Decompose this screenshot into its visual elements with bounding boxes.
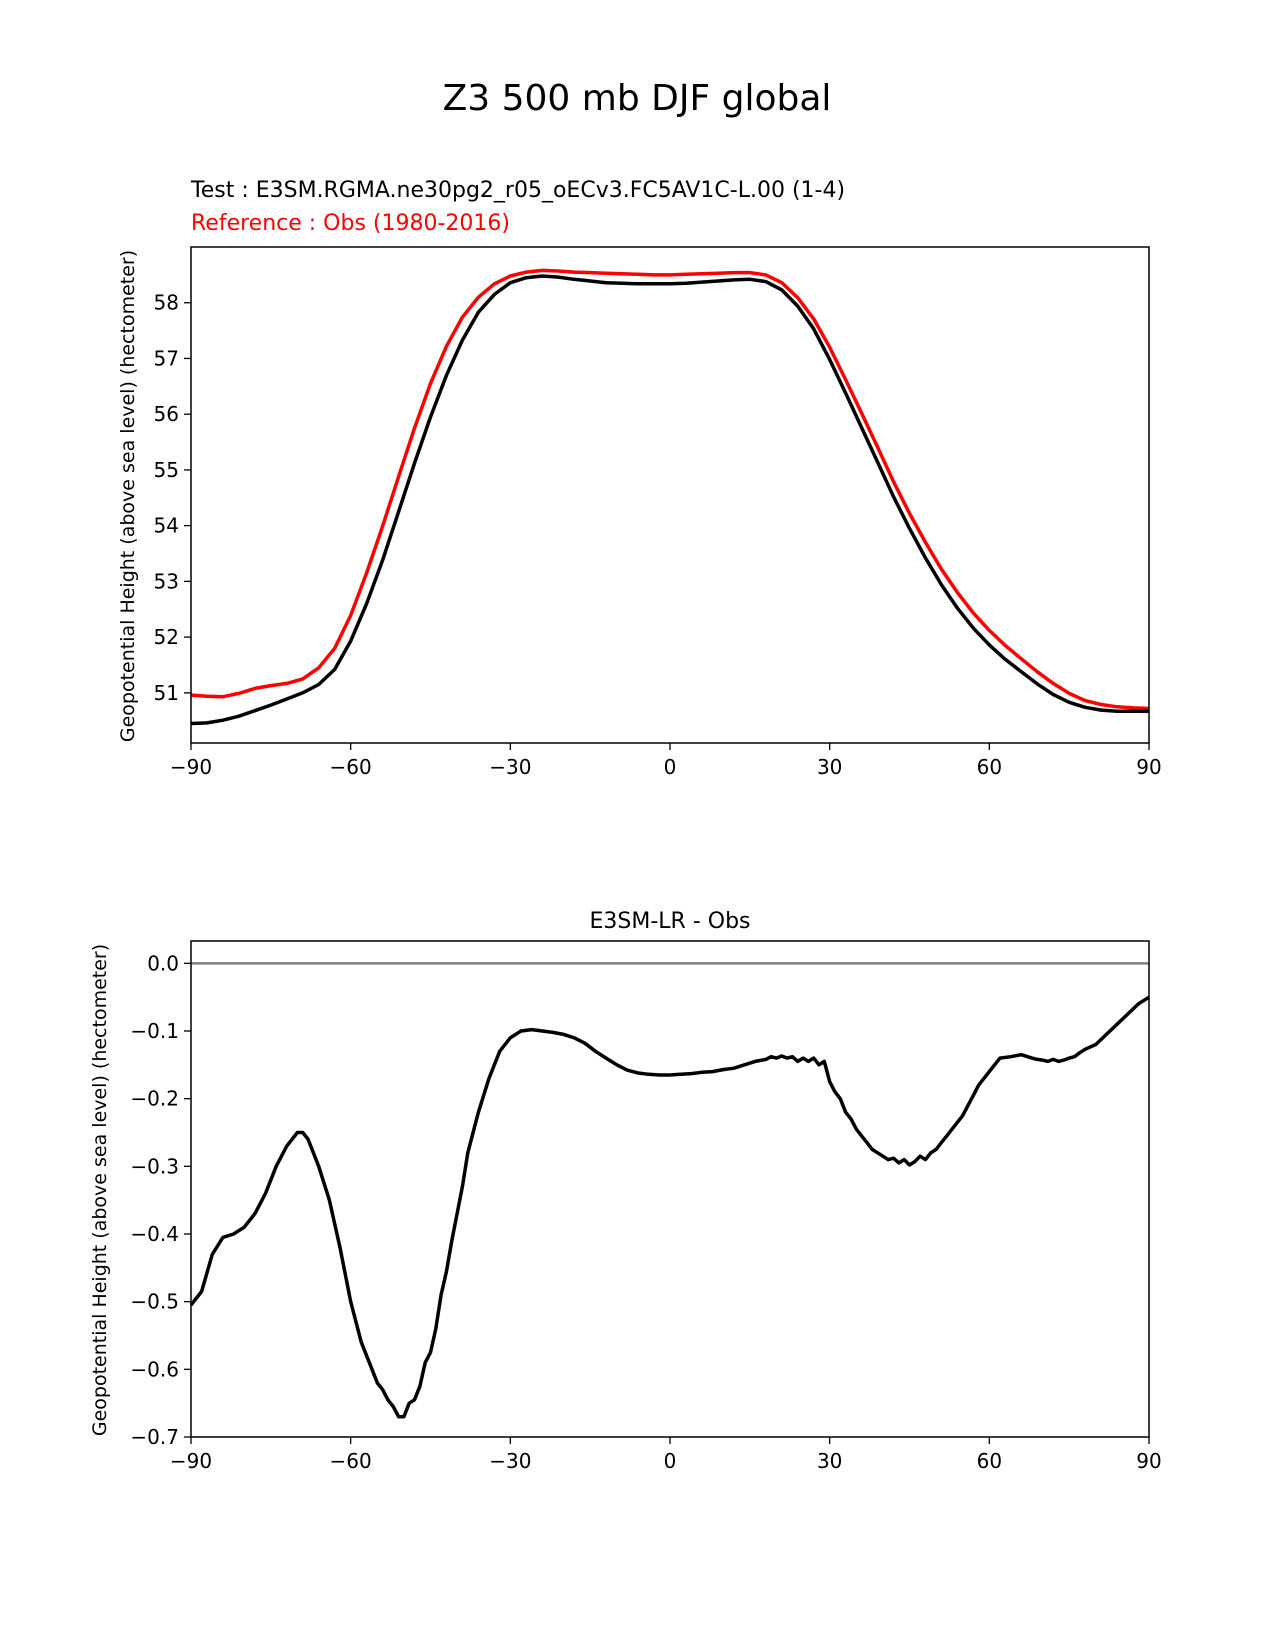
- bottom-x-tick-label: 60: [977, 1449, 1002, 1473]
- top-panel: Test : E3SM.RGMA.ne30pg2_r05_oECv3.FC5AV…: [117, 178, 1162, 779]
- bottom-y-tick-label: 0.0: [147, 951, 179, 975]
- top-x-tick-label: 90: [1136, 755, 1161, 779]
- difference-title: E3SM-LR - Obs: [590, 909, 751, 934]
- figure-title: Z3 500 mb DJF global: [443, 78, 832, 119]
- bottom-y-tick-label: −0.2: [130, 1087, 179, 1111]
- top-y-tick-label: 53: [154, 569, 179, 593]
- bottom-y-tick-label: −0.4: [130, 1222, 179, 1246]
- bottom-series-group: [189, 962, 1150, 1419]
- bottom-x-tick-label: 30: [817, 1449, 842, 1473]
- bottom-axis-ticks: −90 −60 −30 0 30 60 90 0.0 −0.1 −0.2 −0.3 −0.4 −0.5 −…: [130, 951, 1161, 1473]
- top-axis-ticks: −90 −60 −30 0 30 60 90 51 52 53 54 55 56 57 58: [154, 291, 1162, 779]
- top-plot-frame: [190, 246, 1150, 744]
- bottom-x-tick-label: −60: [330, 1449, 372, 1473]
- top-x-tick-label: −90: [170, 755, 212, 779]
- top-y-tick-label: 54: [154, 514, 179, 538]
- top-y-axis-label: Geopotential Height (above sea level) (h…: [117, 250, 139, 742]
- bottom-y-tick-label: −0.1: [130, 1019, 179, 1043]
- top-y-tick-label: 55: [154, 458, 179, 482]
- bottom-x-tick-label: 90: [1136, 1449, 1161, 1473]
- bottom-x-tick-label: 0: [664, 1449, 677, 1473]
- reference-title: Reference : Obs (1980-2016): [191, 211, 510, 236]
- bottom-y-tick-label: −0.7: [130, 1425, 179, 1449]
- bottom-y-tick-label: −0.3: [130, 1154, 179, 1178]
- top-series-group: [190, 268, 1150, 726]
- top-series-test-line: [190, 274, 1149, 726]
- top-x-tick-label: 60: [977, 755, 1002, 779]
- bottom-panel: E3SM-LR - Obs Geopotential Height (above…: [89, 909, 1162, 1473]
- top-y-tick-label: 58: [154, 291, 179, 315]
- top-series-reference-line: [190, 268, 1150, 711]
- top-x-tick-label: 30: [817, 755, 842, 779]
- bottom-y-tick-label: −0.6: [130, 1357, 179, 1381]
- bottom-x-tick-label: −90: [170, 1449, 212, 1473]
- top-y-tick-label: 56: [154, 402, 179, 426]
- top-y-tick-label: 51: [154, 681, 179, 705]
- top-x-tick-label: −60: [330, 755, 372, 779]
- top-y-tick-label: 52: [154, 625, 179, 649]
- top-y-tick-label: 57: [154, 346, 179, 370]
- bottom-y-tick-label: −0.5: [130, 1290, 179, 1314]
- top-x-tick-label: 0: [664, 755, 677, 779]
- bottom-plot-frame: [190, 940, 1150, 1438]
- bottom-x-tick-label: −30: [489, 1449, 531, 1473]
- test-title: Test : E3SM.RGMA.ne30pg2_r05_oECv3.FC5AV…: [190, 178, 845, 203]
- bottom-series-e3sm-lr-obs-line: [189, 995, 1150, 1419]
- top-x-tick-label: −30: [489, 755, 531, 779]
- bottom-y-axis-label: Geopotential Height (above sea level) (h…: [89, 944, 111, 1436]
